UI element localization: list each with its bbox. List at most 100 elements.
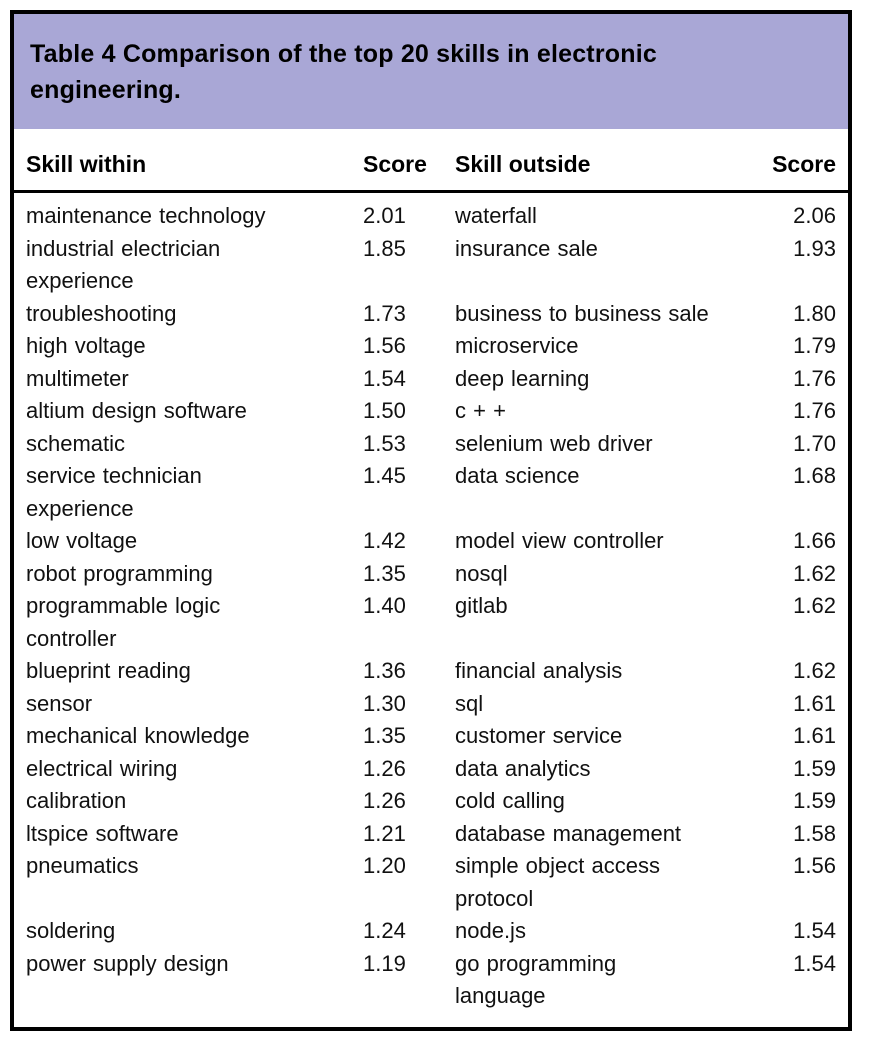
cell-score-outside: 1.66	[793, 528, 836, 553]
table-row: schematic 1.53 selenium web driver 1.70	[14, 428, 848, 461]
cell-skill-outside: model view controller	[455, 528, 664, 553]
cell-skill-outside: sql	[455, 690, 484, 716]
cell-score-outside: 1.59	[793, 755, 836, 781]
cell-skill-within: troubleshooting	[26, 300, 177, 326]
table-row: altium design software 1.50 c + + 1.76	[14, 395, 848, 428]
cell-score-within: 1.50	[363, 398, 406, 423]
table-row: ltspice software 1.21 database management 1…	[14, 818, 848, 851]
cell-score-outside: 1.62	[793, 593, 836, 618]
cell-skill-outside: database management	[455, 820, 682, 846]
cell-skill-within: programmable logic controller	[26, 593, 221, 651]
cell-skill-outside: microservice	[455, 333, 579, 358]
cell-score-outside: 1.93	[793, 235, 836, 261]
col-header-score-outside: Score	[746, 129, 848, 193]
cell-skill-within: multimeter	[26, 365, 129, 391]
cell-skill-outside: go programming language	[455, 950, 617, 1009]
cell-score-outside: 1.56	[793, 853, 836, 878]
table-row: high voltage 1.56 microservice 1.79	[14, 330, 848, 363]
cell-skill-outside: cold calling	[455, 788, 565, 813]
cell-skill-outside: waterfall	[455, 203, 537, 228]
cell-score-outside: 1.61	[793, 723, 836, 748]
table-row: power supply design 1.19 go programming la…	[14, 948, 848, 1013]
table-row: pneumatics 1.20 simple object access proto…	[14, 850, 848, 915]
cell-score-outside: 1.68	[793, 463, 836, 488]
cell-skill-outside: simple object access protocol	[455, 853, 660, 911]
cell-skill-within: ltspice software	[26, 820, 179, 846]
cell-skill-within: service technician experience	[26, 463, 202, 521]
table-row: blueprint reading 1.36 financial analysis 1…	[14, 655, 848, 688]
skills-table: Skill within Score Skill outside Score m…	[14, 129, 848, 1013]
table-title: Table 4 Comparison of the top 20 skills …	[30, 40, 657, 104]
cell-skill-within: sensor	[26, 690, 93, 716]
cell-skill-outside: financial analysis	[455, 658, 623, 683]
table-row: maintenance technology 2.01 waterfall 2.06	[14, 192, 848, 233]
table-row: calibration 1.26 cold calling 1.59	[14, 785, 848, 818]
cell-skill-within: robot programming	[26, 560, 213, 586]
table-row: soldering 1.24 node.js 1.54	[14, 915, 848, 948]
cell-skill-within: high voltage	[26, 333, 146, 358]
cell-score-outside: 1.59	[793, 788, 836, 813]
cell-score-within: 1.20	[363, 853, 406, 878]
cell-skill-outside: insurance sale	[455, 235, 598, 261]
table-body: maintenance technology 2.01 waterfall 2.06 i…	[14, 192, 848, 1013]
cell-score-outside: 1.54	[793, 918, 836, 943]
cell-skill-within: pneumatics	[26, 853, 139, 878]
cell-score-outside: 1.76	[793, 365, 836, 391]
cell-score-within: 1.54	[363, 365, 406, 391]
cell-skill-outside: business to business sale	[455, 300, 709, 326]
cell-score-within: 1.73	[363, 300, 406, 326]
cell-skill-within: schematic	[26, 430, 126, 456]
table-title-band: Table 4 Comparison of the top 20 skills …	[14, 14, 848, 129]
cell-skill-within: maintenance technology	[26, 203, 266, 228]
cell-score-within: 1.26	[363, 788, 406, 813]
cell-skill-outside: data science	[455, 463, 580, 488]
cell-skill-within: electrical wiring	[26, 755, 178, 781]
cell-score-outside: 2.06	[793, 203, 836, 228]
cell-score-outside: 1.76	[793, 398, 836, 423]
cell-score-within: 1.53	[363, 430, 406, 456]
cell-score-within: 1.45	[363, 463, 406, 488]
cell-skill-outside: customer service	[455, 723, 623, 748]
cell-score-within: 1.35	[363, 723, 406, 748]
cell-score-outside: 1.54	[793, 950, 836, 976]
cell-skill-outside: node.js	[455, 918, 526, 943]
cell-score-outside: 1.62	[793, 560, 836, 586]
cell-score-within: 1.21	[363, 820, 406, 846]
cell-score-outside: 1.79	[793, 333, 836, 358]
cell-skill-outside: nosql	[455, 560, 508, 586]
cell-score-within: 1.40	[363, 593, 406, 618]
col-header-score-within: Score	[363, 129, 455, 193]
cell-skill-outside: selenium web driver	[455, 430, 653, 456]
cell-score-outside: 1.62	[793, 658, 836, 683]
table-row: programmable logic controller 1.40 gitlab 1…	[14, 590, 848, 655]
table-row: multimeter 1.54 deep learning 1.76	[14, 363, 848, 396]
cell-score-within: 1.42	[363, 528, 406, 553]
table-frame: Table 4 Comparison of the top 20 skills …	[10, 10, 852, 1031]
table-row: service technician experience 1.45 data sc…	[14, 460, 848, 525]
cell-skill-within: blueprint reading	[26, 658, 191, 683]
cell-skill-within: low voltage	[26, 528, 138, 553]
cell-skill-within: altium design software	[26, 398, 247, 423]
cell-score-within: 1.24	[363, 918, 406, 943]
cell-skill-outside: deep learning	[455, 365, 590, 391]
cell-score-outside: 1.58	[793, 820, 836, 846]
table-header: Skill within Score Skill outside Score	[14, 129, 848, 193]
cell-skill-outside: c + +	[455, 398, 506, 423]
cell-score-within: 1.26	[363, 755, 406, 781]
cell-score-outside: 1.80	[793, 300, 836, 326]
cell-score-within: 1.19	[363, 950, 406, 976]
cell-skill-within: industrial electrician experience	[26, 235, 221, 294]
cell-score-within: 1.56	[363, 333, 406, 358]
table-row: electrical wiring 1.26 data analytics 1.59	[14, 753, 848, 786]
cell-score-within: 2.01	[363, 203, 406, 228]
col-header-skill-within: Skill within	[14, 129, 363, 193]
cell-skill-within: calibration	[26, 788, 127, 813]
cell-skill-within: power supply design	[26, 950, 229, 976]
table-row: troubleshooting 1.73 business to business …	[14, 298, 848, 331]
cell-score-within: 1.85	[363, 235, 406, 261]
table-row: robot programming 1.35 nosql 1.62	[14, 558, 848, 591]
cell-skill-within: mechanical knowledge	[26, 723, 250, 748]
col-header-skill-outside: Skill outside	[455, 129, 746, 193]
cell-score-outside: 1.61	[793, 690, 836, 716]
